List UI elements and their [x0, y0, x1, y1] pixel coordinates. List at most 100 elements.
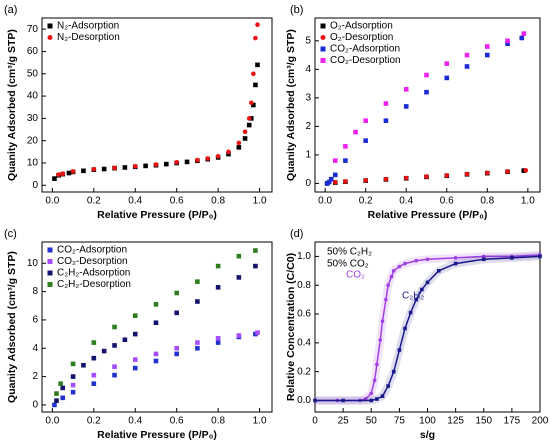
marker	[132, 313, 138, 318]
marker	[164, 161, 169, 167]
marker	[236, 253, 242, 259]
x-tick-label: 0.4	[128, 196, 142, 207]
legend-label: CO₂-Desorption	[57, 256, 128, 267]
marker	[383, 176, 389, 182]
y-tick-label: 0.2	[297, 366, 311, 377]
marker	[236, 140, 242, 146]
y-tick-label: 0.6	[297, 309, 311, 320]
marker	[47, 247, 53, 253]
marker	[403, 87, 409, 92]
marker	[391, 369, 396, 374]
marker	[132, 357, 138, 362]
x-tick-label: 125	[447, 416, 464, 427]
y-tick-label: 30	[27, 113, 39, 124]
marker	[403, 326, 407, 331]
y-tick-label: 6	[32, 315, 38, 326]
marker	[91, 381, 97, 386]
marker	[341, 398, 345, 403]
x-tick-label: 0.2	[87, 416, 101, 427]
y-tick-label: 1.0	[297, 251, 311, 262]
panel-label: (a)	[4, 4, 17, 16]
y-tick-label: 10	[27, 158, 39, 169]
marker	[320, 58, 326, 63]
marker	[54, 398, 59, 403]
marker	[369, 398, 374, 403]
marker	[195, 157, 200, 163]
y-tick-label: 20	[27, 135, 39, 146]
marker	[195, 345, 200, 351]
marker	[242, 136, 248, 141]
marker	[215, 336, 221, 341]
marker	[444, 61, 450, 66]
y-axis-label: Quanity Adsorbed (cm³/g STP)	[285, 29, 297, 181]
marker	[484, 52, 490, 58]
y-tick-label: 70	[27, 24, 39, 35]
x-tick-label: 1.0	[253, 196, 267, 207]
marker	[320, 35, 326, 40]
marker	[363, 138, 368, 143]
x-tick-label: 0.8	[480, 196, 494, 207]
marker	[215, 263, 221, 269]
legend-label: N₂-Desorption	[57, 32, 120, 43]
y-tick-label: 5	[305, 35, 311, 46]
marker	[215, 340, 221, 345]
marker	[403, 261, 407, 266]
marker	[369, 391, 374, 396]
marker	[253, 82, 258, 88]
y-tick-label: 10	[27, 258, 39, 269]
plot-frame	[41, 17, 273, 193]
marker	[226, 149, 231, 155]
y-tick-label: 1	[305, 150, 311, 161]
marker	[389, 274, 394, 279]
marker	[66, 170, 72, 176]
marker	[60, 171, 66, 177]
marker	[424, 174, 429, 179]
y-tick-label: 0.0	[297, 395, 311, 406]
marker	[391, 269, 396, 273]
plot-frame	[314, 17, 541, 193]
x-tick-label: 0.8	[211, 196, 225, 207]
y-tick-label: 3	[305, 93, 311, 104]
marker	[47, 282, 53, 287]
marker	[255, 22, 260, 27]
plot-frame	[41, 241, 273, 413]
marker	[58, 381, 63, 386]
marker	[70, 382, 76, 388]
marker	[47, 259, 53, 264]
marker	[343, 158, 348, 163]
series-label: CO₂	[346, 270, 365, 281]
y-axis-label: Quanity Adsorbed (cm³/g STP)	[6, 251, 18, 403]
marker	[143, 163, 148, 169]
marker	[184, 159, 190, 165]
y-tick-label: 40	[27, 91, 39, 102]
marker	[384, 297, 388, 302]
marker	[236, 333, 242, 338]
marker	[81, 362, 86, 368]
marker	[523, 168, 529, 173]
marker	[174, 160, 179, 165]
marker	[375, 397, 379, 401]
y-tick-label: 0.8	[297, 280, 311, 291]
marker	[397, 264, 402, 269]
marker	[81, 168, 86, 174]
marker	[521, 31, 527, 36]
marker	[112, 324, 117, 330]
marker	[255, 330, 260, 335]
legend-label: C₂H₂-Adsorption	[57, 268, 130, 279]
marker	[91, 340, 97, 345]
panel-label: (c)	[4, 228, 17, 240]
marker	[56, 172, 61, 177]
legend-label: C₂H₂-Desorption	[57, 279, 131, 290]
marker	[320, 46, 326, 52]
marker	[253, 263, 258, 269]
marker	[215, 154, 221, 159]
x-tick-label: 0	[312, 416, 318, 427]
marker	[101, 166, 107, 172]
marker	[60, 395, 66, 401]
y-tick-label: 4	[32, 343, 38, 354]
marker	[425, 257, 430, 262]
x-tick-label: 0.6	[170, 196, 184, 207]
marker	[378, 338, 383, 342]
y-tick-label: 60	[27, 46, 39, 57]
